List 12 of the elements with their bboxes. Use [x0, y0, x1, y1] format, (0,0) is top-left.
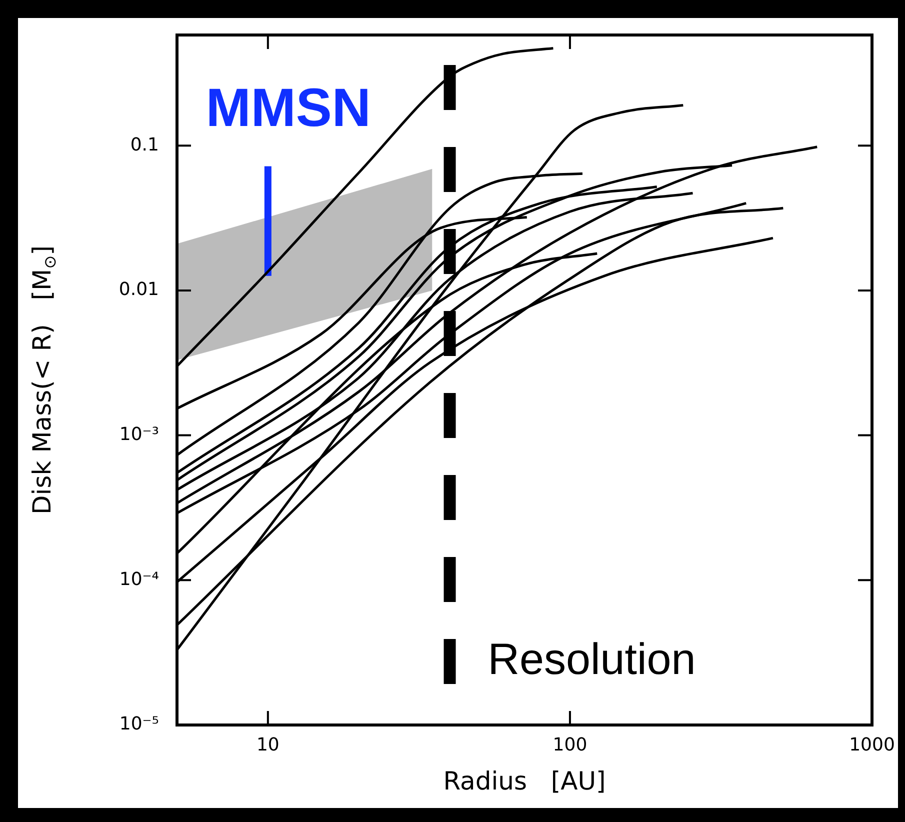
y-axis-title: Disk Mass(< R) [M⊙] — [28, 246, 60, 514]
y-tick-label: 10⁻³ — [119, 424, 159, 445]
x-tick-label: 10 — [256, 734, 280, 756]
x-axis-title: Radius [AU] — [443, 766, 606, 796]
y-tick-label: 0.1 — [130, 134, 159, 156]
x-tick-label: 1000 — [849, 734, 895, 756]
annotation: MMSN — [206, 78, 371, 138]
y-tick-label: 10⁻⁴ — [119, 568, 159, 590]
ref-line-label: Resolution — [488, 635, 696, 684]
x-tick-label: 100 — [552, 734, 588, 756]
y-tick-label: 0.01 — [118, 279, 159, 300]
y-tick-label: 10⁻⁵ — [119, 714, 159, 735]
